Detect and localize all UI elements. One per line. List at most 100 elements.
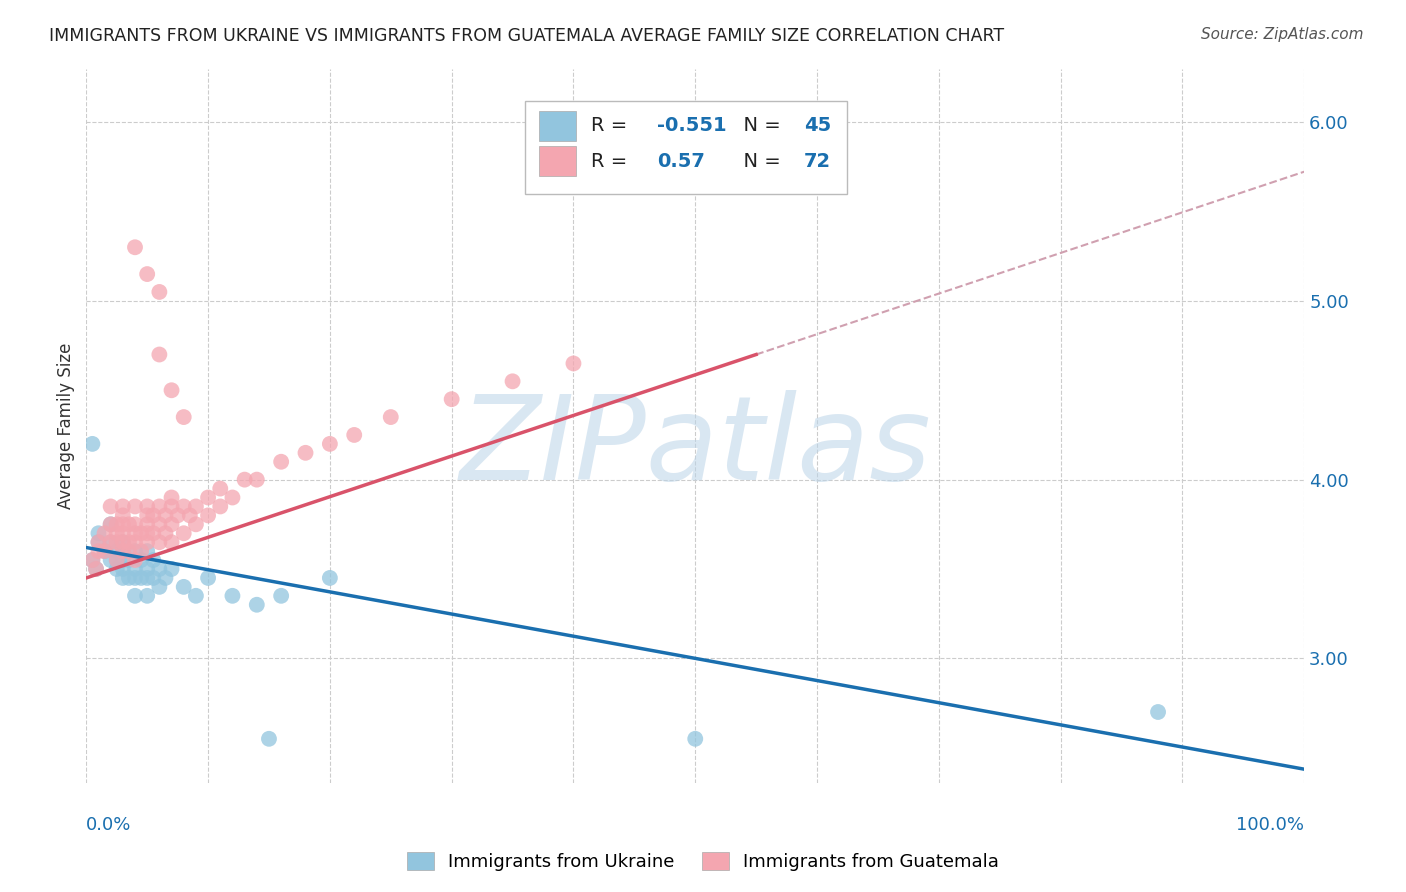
Point bbox=[93, 544, 115, 558]
Point bbox=[148, 562, 170, 576]
Point bbox=[111, 526, 134, 541]
Point bbox=[118, 571, 141, 585]
Point bbox=[111, 535, 134, 549]
Text: N =: N = bbox=[731, 116, 786, 136]
Point bbox=[129, 526, 152, 541]
Point bbox=[105, 526, 128, 541]
Point bbox=[100, 517, 122, 532]
Point bbox=[502, 374, 524, 388]
Point bbox=[84, 562, 107, 576]
Point bbox=[124, 500, 146, 514]
Legend: Immigrants from Ukraine, Immigrants from Guatemala: Immigrants from Ukraine, Immigrants from… bbox=[399, 845, 1007, 879]
Point bbox=[148, 285, 170, 299]
Point bbox=[155, 508, 177, 523]
Point bbox=[136, 526, 159, 541]
Point bbox=[129, 571, 152, 585]
Point bbox=[270, 589, 292, 603]
Point bbox=[683, 731, 706, 746]
Point bbox=[105, 544, 128, 558]
Point bbox=[148, 500, 170, 514]
FancyBboxPatch shape bbox=[524, 101, 848, 194]
Point bbox=[124, 589, 146, 603]
Point bbox=[105, 553, 128, 567]
Point bbox=[111, 571, 134, 585]
Point bbox=[136, 589, 159, 603]
Point bbox=[184, 500, 207, 514]
Point bbox=[1147, 705, 1170, 719]
Point bbox=[380, 410, 402, 425]
Text: ZIPatlas: ZIPatlas bbox=[460, 391, 931, 505]
Point bbox=[87, 535, 110, 549]
Point bbox=[197, 571, 219, 585]
Point bbox=[111, 544, 134, 558]
Text: R =: R = bbox=[591, 116, 633, 136]
Point bbox=[184, 589, 207, 603]
Point bbox=[136, 508, 159, 523]
Point bbox=[118, 553, 141, 567]
Point bbox=[111, 562, 134, 576]
Point bbox=[124, 571, 146, 585]
Point bbox=[136, 535, 159, 549]
Point bbox=[93, 544, 115, 558]
Point bbox=[160, 535, 183, 549]
Point bbox=[160, 500, 183, 514]
Point bbox=[173, 580, 195, 594]
Point bbox=[100, 553, 122, 567]
Point bbox=[136, 571, 159, 585]
Point bbox=[118, 535, 141, 549]
Point bbox=[93, 526, 115, 541]
Point bbox=[124, 517, 146, 532]
Point bbox=[319, 437, 342, 451]
Point bbox=[84, 562, 107, 576]
Point bbox=[343, 428, 366, 442]
Text: 0.57: 0.57 bbox=[658, 152, 706, 171]
Point bbox=[221, 491, 243, 505]
Point bbox=[100, 535, 122, 549]
Point bbox=[160, 562, 183, 576]
Point bbox=[124, 535, 146, 549]
Point bbox=[160, 384, 183, 398]
Point bbox=[124, 553, 146, 567]
Point bbox=[179, 508, 201, 523]
FancyBboxPatch shape bbox=[540, 146, 576, 177]
Point bbox=[87, 535, 110, 549]
Point bbox=[270, 455, 292, 469]
Point bbox=[82, 437, 104, 451]
Point bbox=[148, 517, 170, 532]
Point bbox=[319, 571, 342, 585]
Point bbox=[105, 517, 128, 532]
Text: R =: R = bbox=[591, 152, 633, 171]
Point bbox=[136, 267, 159, 281]
Point bbox=[87, 544, 110, 558]
Text: N =: N = bbox=[731, 152, 786, 171]
Point bbox=[111, 500, 134, 514]
Point bbox=[148, 535, 170, 549]
Point bbox=[294, 446, 316, 460]
Point bbox=[124, 562, 146, 576]
Point bbox=[118, 544, 141, 558]
Point bbox=[197, 508, 219, 523]
Text: 72: 72 bbox=[804, 152, 831, 171]
Point bbox=[440, 392, 463, 407]
Point bbox=[111, 553, 134, 567]
Point bbox=[87, 526, 110, 541]
Point bbox=[173, 410, 195, 425]
Point bbox=[246, 473, 269, 487]
Text: 45: 45 bbox=[804, 116, 831, 136]
Point bbox=[136, 517, 159, 532]
Point bbox=[136, 500, 159, 514]
Point bbox=[124, 240, 146, 254]
Point bbox=[82, 553, 104, 567]
Text: 100.0%: 100.0% bbox=[1236, 815, 1305, 834]
Point bbox=[105, 562, 128, 576]
Text: 0.0%: 0.0% bbox=[86, 815, 132, 834]
Point bbox=[221, 589, 243, 603]
Point bbox=[173, 526, 195, 541]
Text: Source: ZipAtlas.com: Source: ZipAtlas.com bbox=[1201, 27, 1364, 42]
FancyBboxPatch shape bbox=[540, 111, 576, 141]
Point bbox=[111, 544, 134, 558]
Point bbox=[184, 517, 207, 532]
Point bbox=[111, 517, 134, 532]
Point bbox=[129, 544, 152, 558]
Point bbox=[209, 500, 232, 514]
